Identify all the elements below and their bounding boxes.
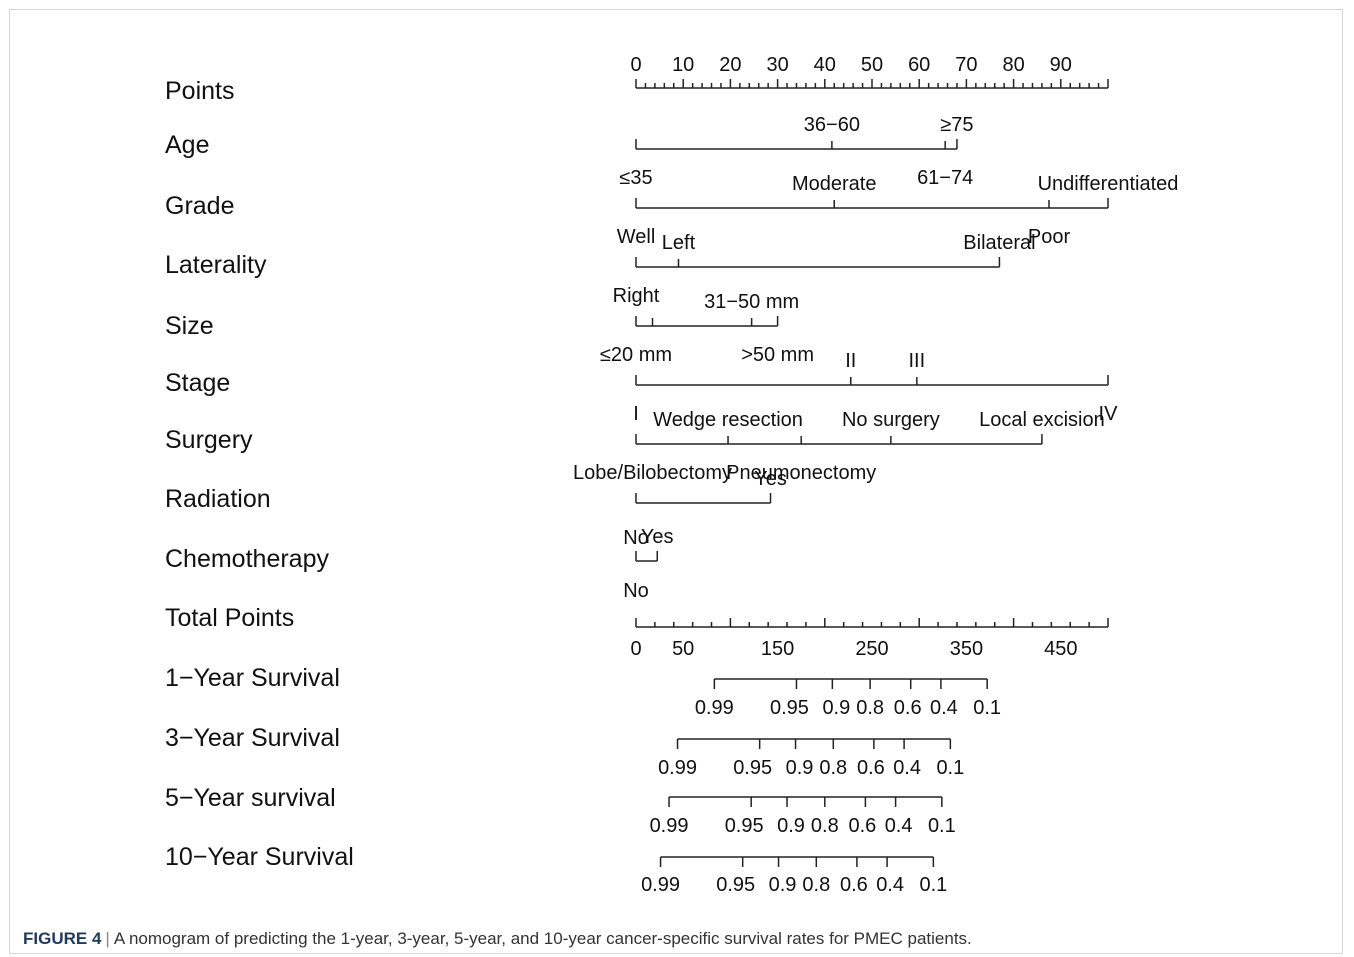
5-year-survival-prob-label: 0.1: [928, 815, 956, 837]
1-year-survival-prob-label: 0.1: [973, 697, 1001, 719]
laterality-level-label: Left: [662, 232, 696, 254]
laterality-level-label: Bilateral: [963, 232, 1035, 254]
row-label-10-year-survival: 10−Year Survival: [165, 843, 354, 871]
3-year-survival-prob-label: 0.9: [786, 757, 814, 779]
row-label-grade: Grade: [165, 192, 234, 220]
row-label-age: Age: [165, 131, 209, 159]
stage-level-label: III: [909, 350, 926, 372]
age-level-label: 61−74: [917, 167, 973, 189]
row-label-stage: Stage: [165, 369, 230, 397]
stage-level-label: IV: [1099, 403, 1119, 425]
3-year-survival-prob-label: 0.4: [893, 757, 921, 779]
1-year-survival-prob-label: 0.4: [930, 697, 958, 719]
stage-level-label: I: [633, 403, 639, 425]
5-year-survival-prob-label: 0.8: [811, 815, 839, 837]
grade-level-label: Undifferentiated: [1038, 173, 1179, 195]
points-tick-label: 80: [1002, 54, 1024, 76]
10-year-survival-prob-label: 0.9: [769, 874, 797, 896]
points-tick-label: 60: [908, 54, 930, 76]
points-tick-label: 70: [955, 54, 977, 76]
total-points-tick-label: 50: [672, 638, 694, 660]
5-year-survival-prob-label: 0.6: [848, 815, 876, 837]
total-points-tick-label: 150: [761, 638, 794, 660]
row-label-3-year-survival: 3−Year Survival: [165, 724, 340, 752]
chemotherapy-level-label: No: [623, 580, 649, 602]
points-tick-label: 50: [861, 54, 883, 76]
surgery-level-label: Wedge resection: [653, 409, 803, 431]
age-level-label: ≤35: [619, 167, 652, 189]
surgery-level-label: Local excision: [979, 409, 1105, 431]
laterality-level-label: Right: [613, 285, 660, 307]
caption-separator: |: [105, 929, 110, 948]
age-level-label: ≥75: [940, 114, 973, 136]
size-level-label: 31−50 mm: [704, 291, 799, 313]
row-label-size: Size: [165, 312, 214, 340]
1-year-survival-prob-label: 0.99: [695, 697, 734, 719]
3-year-survival-prob-label: 0.95: [733, 757, 772, 779]
grade-level-label: Poor: [1028, 226, 1071, 248]
3-year-survival-prob-label: 0.8: [819, 757, 847, 779]
surgery-level-label: No surgery: [842, 409, 940, 431]
total-points-tick-label: 450: [1044, 638, 1077, 660]
5-year-survival-prob-label: 0.9: [777, 815, 805, 837]
radiation-level-label: Yes: [754, 468, 787, 490]
row-label-points: Points: [165, 77, 234, 105]
10-year-survival-prob-label: 0.4: [876, 874, 904, 896]
points-tick-label: 0: [630, 54, 641, 76]
age-level-label: 36−60: [804, 114, 860, 136]
row-label-radiation: Radiation: [165, 485, 271, 513]
1-year-survival-prob-label: 0.9: [822, 697, 850, 719]
10-year-survival-prob-label: 0.1: [919, 874, 947, 896]
3-year-survival-prob-label: 0.1: [936, 757, 964, 779]
row-label-1-year-survival: 1−Year Survival: [165, 664, 340, 692]
5-year-survival-prob-label: 0.95: [725, 815, 764, 837]
row-label-5-year-survival: 5−Year survival: [165, 784, 336, 812]
10-year-survival-prob-label: 0.6: [840, 874, 868, 896]
10-year-survival-prob-label: 0.99: [641, 874, 680, 896]
10-year-survival-prob-label: 0.8: [802, 874, 830, 896]
points-tick-label: 90: [1050, 54, 1072, 76]
grade-level-label: Moderate: [792, 173, 877, 195]
1-year-survival-prob-label: 0.6: [894, 697, 922, 719]
3-year-survival-prob-label: 0.99: [658, 757, 697, 779]
total-points-tick-label: 250: [855, 638, 888, 660]
stage-level-label: II: [845, 350, 856, 372]
points-tick-label: 20: [719, 54, 741, 76]
total-points-tick-label: 350: [950, 638, 983, 660]
figure-caption: FIGURE 4 | A nomogram of predicting the 1-…: [23, 929, 972, 949]
size-level-label: ≤20 mm: [600, 344, 672, 366]
figure-label: FIGURE 4: [23, 929, 102, 948]
points-tick-label: 10: [672, 54, 694, 76]
caption-text: A nomogram of predicting the 1-year, 3-y…: [113, 929, 972, 948]
5-year-survival-prob-label: 0.4: [885, 815, 913, 837]
1-year-survival-prob-label: 0.95: [770, 697, 809, 719]
grade-level-label: Well: [617, 226, 656, 248]
radiation-level-label: No: [623, 527, 649, 549]
row-label-total-points: Total Points: [165, 604, 294, 632]
1-year-survival-prob-label: 0.8: [856, 697, 884, 719]
surgery-level-label: Lobe/Bilobectomy: [573, 462, 732, 484]
points-tick-label: 30: [766, 54, 788, 76]
3-year-survival-prob-label: 0.6: [857, 757, 885, 779]
points-tick-label: 40: [814, 54, 836, 76]
row-label-chemotherapy: Chemotherapy: [165, 545, 329, 573]
size-level-label: >50 mm: [741, 344, 814, 366]
row-label-surgery: Surgery: [165, 426, 253, 454]
total-points-tick-label: 0: [630, 638, 641, 660]
row-label-laterality: Laterality: [165, 251, 267, 279]
chemotherapy-level-label: Yes: [641, 526, 674, 548]
5-year-survival-prob-label: 0.99: [650, 815, 689, 837]
surgery-level-label: Pneumonectomy: [726, 462, 876, 484]
10-year-survival-prob-label: 0.95: [716, 874, 755, 896]
